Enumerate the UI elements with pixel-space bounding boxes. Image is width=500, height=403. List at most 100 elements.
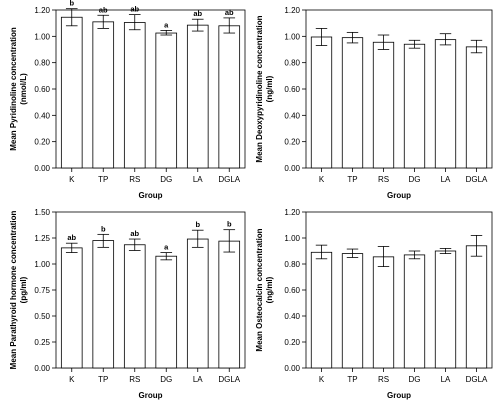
bar-TP	[92, 21, 115, 169]
plot-frame	[55, 211, 246, 369]
x-tick-label: LA	[193, 175, 203, 184]
x-tick-label: TP	[347, 175, 357, 184]
x-tick-label: LA	[441, 375, 451, 384]
y-axis-title: Mean Pyridinoline concentration	[9, 27, 18, 151]
plot-frame	[305, 211, 493, 369]
significance-label: b	[195, 220, 200, 229]
x-tick-label: TP	[347, 375, 357, 384]
bar-RS	[123, 244, 146, 369]
y-tick-label: 0.00	[34, 364, 50, 373]
y-tick-label: 0.75	[34, 286, 50, 295]
bar-K	[310, 36, 333, 169]
bar-K	[310, 251, 333, 369]
x-tick-label: LA	[441, 175, 451, 184]
y-tick-label: 0.00	[284, 164, 300, 173]
significance-label: b	[69, 0, 74, 8]
y-tick-label: 1.00	[34, 32, 50, 41]
bar-TP	[341, 37, 364, 169]
y-tick-label: 0.60	[284, 85, 300, 94]
bar-K	[60, 247, 83, 369]
chart-panel-top-left: 0.00 0.20 0.40 0.60 0.80 1.00 1.20 Kb TP ab RS ab DG…	[9, 0, 246, 200]
x-axis-title: Group	[387, 391, 411, 400]
significance-label: ab	[130, 5, 139, 14]
x-tick-label: RS	[129, 375, 140, 384]
y-tick-label: 0.80	[284, 260, 300, 269]
y-tick-label: 0.80	[34, 59, 50, 68]
significance-label: ab	[225, 8, 234, 17]
y-tick-label: 1.20	[284, 208, 300, 217]
y-tick-label: 0.20	[34, 138, 50, 147]
x-axis-title: Group	[139, 191, 163, 200]
significance-label: b	[101, 224, 106, 233]
bar-DG	[155, 32, 178, 169]
x-tick-label: K	[319, 375, 325, 384]
plot-frame	[55, 9, 246, 169]
x-tick-label: DG	[409, 175, 421, 184]
y-tick-label: 1.50	[34, 208, 50, 217]
bar-DG	[155, 255, 178, 369]
y-tick-label: 0.40	[34, 111, 50, 120]
bar-LA	[186, 238, 209, 369]
bar-RS	[372, 41, 395, 169]
x-tick-label: DGLA	[466, 375, 488, 384]
y-tick-label: 0.00	[284, 364, 300, 373]
significance-label: b	[227, 220, 232, 229]
x-tick-label: K	[319, 175, 325, 184]
x-tick-label: DG	[160, 175, 172, 184]
significance-label: ab	[99, 5, 108, 14]
y-axis-title: Mean Parathyroid hormone concentration	[9, 211, 18, 370]
y-tick-label: 1.00	[284, 234, 300, 243]
x-axis-title: Group	[387, 191, 411, 200]
bar-RS	[372, 256, 395, 369]
y-axis-title: Mean Deoxypyridinoline concentration	[255, 15, 264, 162]
bar-DGLA	[218, 240, 241, 369]
y-axis-title: Mean Osteocalcin concentration	[255, 228, 264, 351]
y-tick-label: 0.80	[284, 59, 300, 68]
bar-TP	[92, 240, 115, 369]
x-axis-title: Group	[139, 391, 163, 400]
bar-K	[60, 16, 83, 169]
x-tick-label: K	[69, 175, 75, 184]
bar-DGLA	[465, 46, 488, 169]
significance-label: a	[164, 20, 169, 29]
x-tick-label: DGLA	[218, 375, 240, 384]
bar-TP	[341, 253, 364, 369]
plot-frame	[305, 9, 493, 169]
x-tick-label: RS	[129, 175, 140, 184]
x-tick-label: RS	[378, 175, 389, 184]
x-tick-label: RS	[378, 375, 389, 384]
y-tick-label: 1.00	[284, 32, 300, 41]
y-tick-label: 0.40	[284, 312, 300, 321]
y-tick-label: 0.60	[34, 85, 50, 94]
bar-LA	[186, 24, 209, 169]
bar-DG	[403, 254, 426, 369]
y-tick-label: 0.50	[34, 312, 50, 321]
chart-panel-top-right: 0.000.200.400.600.801.001.20K TP RS DG LA DGL…	[255, 6, 493, 200]
y-axis-title: (nmol/L)	[19, 73, 28, 105]
y-tick-label: 1.25	[34, 234, 50, 243]
y-tick-label: 0.25	[34, 338, 50, 347]
bar-RS	[123, 22, 146, 169]
bar-LA	[434, 250, 457, 369]
y-tick-label: 1.20	[284, 6, 300, 15]
x-tick-label: LA	[193, 375, 203, 384]
bar-LA	[434, 39, 457, 169]
bar-DGLA	[218, 25, 241, 169]
significance-label: a	[164, 243, 169, 252]
y-tick-label: 1.00	[34, 260, 50, 269]
significance-label: ab	[130, 229, 139, 238]
chart-panel-bottom-left: 0.000.250.500.751.001.251.50KabTPbRSabDG…	[9, 208, 246, 400]
y-axis-title: (pg/ml)	[19, 276, 28, 303]
x-tick-label: TP	[98, 175, 108, 184]
y-tick-label: 0.00	[34, 164, 50, 173]
significance-label: ab	[67, 233, 76, 242]
y-tick-label: 0.40	[284, 111, 300, 120]
x-tick-label: DGLA	[218, 175, 240, 184]
x-tick-label: DGLA	[466, 175, 488, 184]
y-tick-label: 1.20	[34, 6, 50, 15]
bar-DGLA	[465, 245, 488, 369]
y-tick-label: 0.20	[284, 138, 300, 147]
x-tick-label: DG	[409, 375, 421, 384]
y-tick-label: 0.20	[284, 338, 300, 347]
